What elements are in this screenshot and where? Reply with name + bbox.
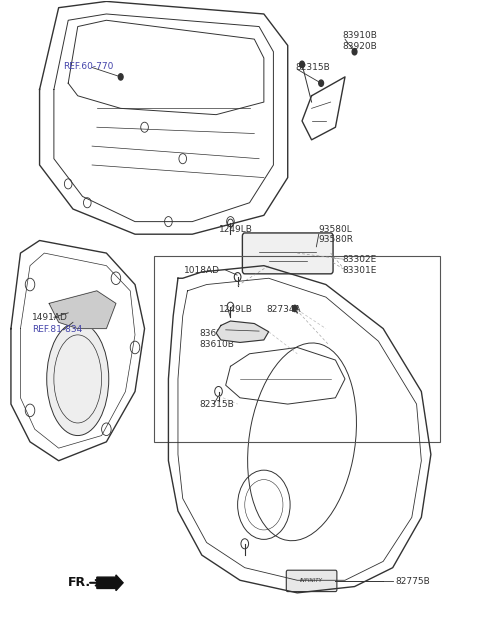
Bar <box>154 256 441 442</box>
FancyBboxPatch shape <box>286 570 337 592</box>
Text: REF.60-770: REF.60-770 <box>63 63 114 71</box>
Text: 1018AD: 1018AD <box>184 265 220 274</box>
Circle shape <box>118 74 123 80</box>
Text: 83920B: 83920B <box>343 42 377 51</box>
Circle shape <box>66 310 71 316</box>
Circle shape <box>300 61 304 68</box>
Text: REF.81-834: REF.81-834 <box>33 325 83 334</box>
Text: 82775B: 82775B <box>395 577 430 586</box>
FancyArrow shape <box>97 575 123 591</box>
Text: 1249LB: 1249LB <box>218 224 252 234</box>
Text: 83302E: 83302E <box>343 255 377 264</box>
Circle shape <box>352 49 357 55</box>
Text: 83301E: 83301E <box>343 265 377 274</box>
Circle shape <box>292 305 297 312</box>
Text: 93580L: 93580L <box>319 224 352 234</box>
Text: 1491AD: 1491AD <box>33 313 68 322</box>
Text: INFINITY: INFINITY <box>300 578 323 583</box>
Text: 82315B: 82315B <box>295 63 330 72</box>
Text: 83910B: 83910B <box>343 32 377 40</box>
Text: 82734A: 82734A <box>266 305 301 314</box>
Text: 1249LB: 1249LB <box>218 305 252 314</box>
Text: FR.: FR. <box>68 576 91 589</box>
Polygon shape <box>216 321 269 343</box>
Text: 82315B: 82315B <box>199 399 234 409</box>
Text: 83620B: 83620B <box>199 329 234 338</box>
Text: 83610B: 83610B <box>199 340 234 349</box>
Circle shape <box>319 80 324 87</box>
Ellipse shape <box>47 322 109 435</box>
Text: 93580R: 93580R <box>319 235 354 245</box>
Polygon shape <box>49 291 116 329</box>
FancyBboxPatch shape <box>242 233 333 274</box>
